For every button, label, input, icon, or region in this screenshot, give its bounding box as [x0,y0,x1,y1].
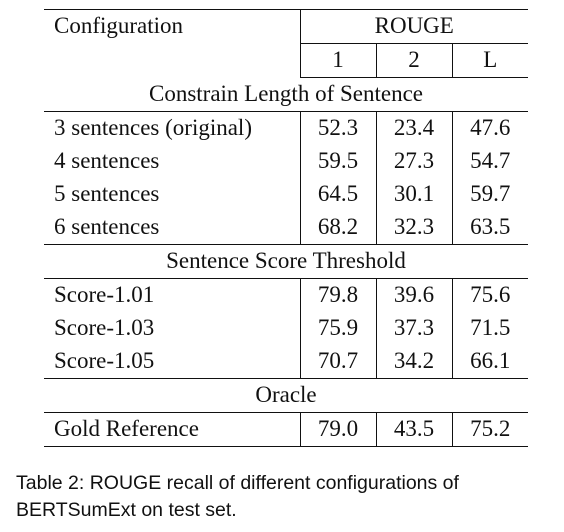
rouge-1-value: 70.7 [299,345,376,379]
section-header-row: Oracle [44,378,528,413]
row-label: Score-1.03 [54,315,155,340]
table-row: 6 sentences 68.2 32.3 63.5 [44,211,528,245]
rouge-2-value: 30.1 [375,178,452,211]
rouge-1-value: 52.3 [299,111,376,145]
rouge-l-value: 75.2 [451,412,528,447]
table-row: 4 sentences 59.5 27.3 54.7 [44,145,528,178]
table-row: Score-1.05 70.7 34.2 66.1 [44,345,528,379]
rouge-1-value: 64.5 [299,178,376,211]
rouge-1-value: 75.9 [299,312,376,345]
rouge-l-value: 71.5 [451,312,528,345]
section-title: Constrain Length of Sentence [44,77,528,112]
configuration-header: Configuration [44,9,300,78]
rouge-2-value: 39.6 [375,278,452,312]
rouge-results-table: Configuration ROUGE 1 2 L Constrain Leng… [44,9,528,447]
section-header-row: Constrain Length of Sentence [44,77,528,112]
rouge-2-value: 27.3 [375,145,452,178]
rouge-2-value: 23.4 [375,111,452,145]
results-table-figure: Configuration ROUGE 1 2 L Constrain Leng… [44,9,528,447]
rouge-1-value: 59.5 [299,145,376,178]
rouge-2-header: 2 [375,43,452,78]
row-label: 6 sentences [44,211,300,245]
caption-line-1: Table 2: ROUGE recall of different confi… [16,472,459,494]
section-header-row: Sentence Score Threshold [44,244,528,279]
section-title: Oracle [44,378,528,413]
table-row: Gold Reference 79.0 43.5 75.2 [44,412,528,447]
rouge-l-value: 75.6 [451,278,528,312]
rouge-l-value: 59.7 [451,178,528,211]
row-label: Gold Reference [44,412,300,447]
rouge-2-value: 32.3 [375,211,452,245]
table-row: 3 sentences (original) 52.3 23.4 47.6 [44,111,528,145]
row-label: 5 sentences [54,181,160,206]
rouge-l-value: 63.5 [451,211,528,245]
rouge-1-value: 79.8 [299,278,376,312]
table-row: Score-1.03 75.9 37.3 71.5 [44,312,528,345]
rouge-2-value: 43.5 [375,412,452,447]
rouge-l-value: 54.7 [451,145,528,178]
row-label: Score-1.01 [54,282,155,307]
rouge-2-value: 37.3 [375,312,452,345]
rouge-l-header: L [451,43,528,78]
header-row-2: 1 2 L [44,43,528,78]
rouge-2-value: 34.2 [375,345,452,379]
rouge-l-value: 47.6 [451,111,528,145]
header-row-1: Configuration ROUGE [44,9,528,78]
rouge-1-value: 68.2 [299,211,376,245]
section-title: Sentence Score Threshold [44,244,528,279]
table-body: Constrain Length of Sentence 3 sentences … [44,77,528,447]
table-caption: Table 2: ROUGE recall of different confi… [16,470,556,524]
row-label: Score-1.05 [44,345,300,379]
rouge-l-value: 66.1 [451,345,528,379]
rouge-1-value: 79.0 [299,412,376,447]
row-label: 3 sentences (original) [54,115,252,140]
rouge-1-header: 1 [299,43,376,78]
caption-line-2: BERTSumExt on test set. [16,499,237,521]
rouge-group-header: ROUGE [299,9,528,44]
table-row: 5 sentences 64.5 30.1 59.7 [44,178,528,211]
table-row: Score-1.01 79.8 39.6 75.6 [44,278,528,312]
row-label: 4 sentences [54,148,160,173]
